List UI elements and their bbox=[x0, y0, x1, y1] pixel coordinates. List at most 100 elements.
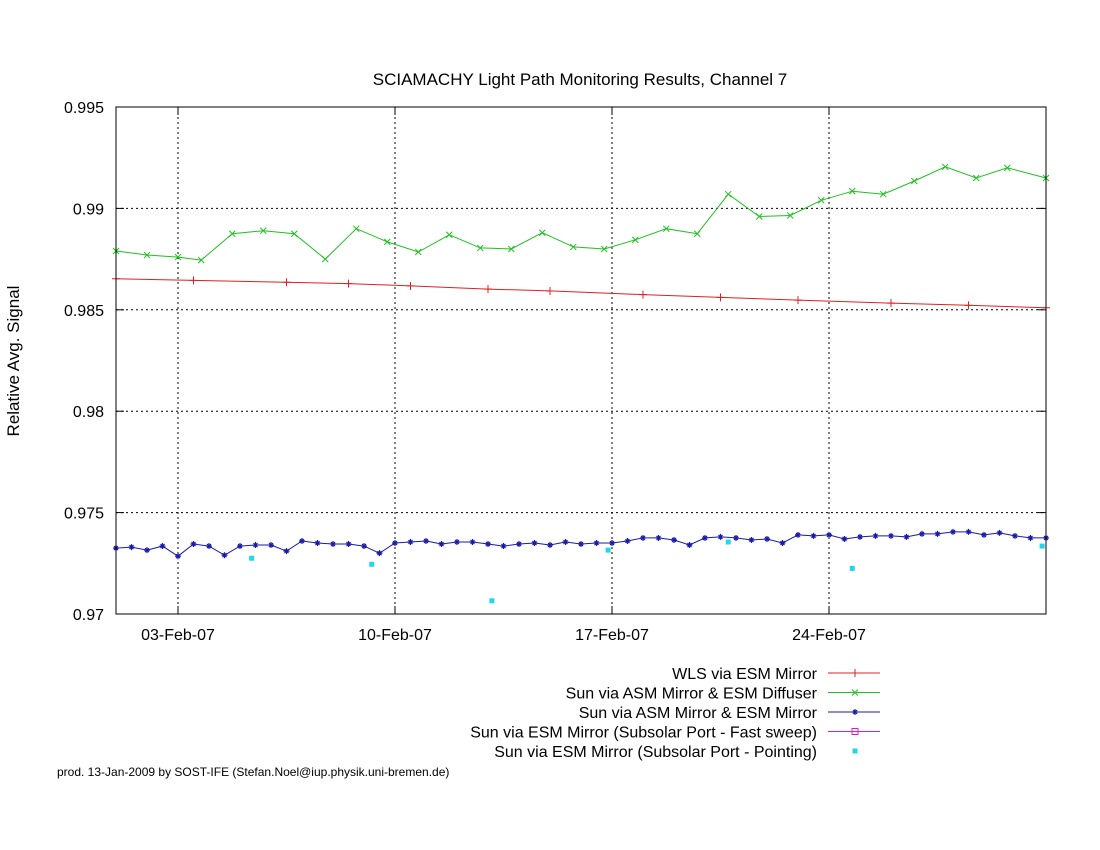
data-point bbox=[321, 255, 329, 263]
data-point bbox=[299, 537, 305, 544]
data-point bbox=[786, 212, 794, 219]
data-point bbox=[996, 529, 1003, 536]
data-point bbox=[857, 533, 863, 540]
data-point bbox=[755, 213, 763, 220]
y-tick-label: 0.995 bbox=[64, 100, 104, 117]
data-point bbox=[376, 550, 383, 557]
data-point bbox=[578, 541, 584, 548]
data-point bbox=[283, 548, 290, 555]
data-point bbox=[879, 190, 887, 198]
data-point bbox=[407, 539, 414, 546]
series-line bbox=[115, 278, 1047, 309]
legend-label: WLS via ESM Mirror bbox=[672, 666, 818, 683]
data-point bbox=[174, 253, 182, 261]
data-point bbox=[282, 278, 291, 287]
data-point bbox=[369, 561, 375, 567]
data-point bbox=[221, 552, 228, 559]
data-point bbox=[903, 533, 910, 540]
data-point bbox=[361, 543, 367, 550]
data-point bbox=[910, 177, 918, 185]
data-point bbox=[516, 541, 522, 548]
y-tick-label: 0.99 bbox=[73, 201, 104, 218]
data-point bbox=[655, 534, 662, 541]
x-tick-label: 24-Feb-07 bbox=[792, 627, 866, 644]
data-point bbox=[717, 533, 724, 540]
data-point bbox=[392, 540, 398, 547]
data-point bbox=[733, 534, 739, 541]
data-point bbox=[175, 553, 181, 560]
data-point bbox=[252, 542, 259, 549]
data-point bbox=[965, 528, 972, 535]
data-point bbox=[794, 296, 802, 305]
legend-entry: Sun via ESM Mirror (Subsolar Port - Fast… bbox=[470, 725, 880, 742]
data-point bbox=[1027, 534, 1034, 541]
data-point bbox=[716, 293, 725, 302]
production-credit: prod. 13-Jan-2009 by SOST-IFE (Stefan.No… bbox=[57, 765, 449, 779]
data-point bbox=[469, 539, 476, 546]
data-point bbox=[414, 248, 422, 256]
data-point bbox=[143, 251, 151, 259]
y-tick-label: 0.98 bbox=[73, 404, 104, 421]
data-point bbox=[484, 285, 492, 294]
data-point bbox=[159, 543, 166, 550]
data-point bbox=[406, 281, 415, 290]
data-point bbox=[383, 238, 391, 246]
data-point bbox=[547, 542, 553, 549]
y-tick-label: 0.985 bbox=[64, 303, 104, 320]
data-point bbox=[197, 256, 205, 264]
data-point bbox=[259, 227, 267, 235]
data-point bbox=[964, 301, 973, 310]
data-point bbox=[887, 299, 895, 308]
series bbox=[112, 274, 1050, 312]
data-point bbox=[872, 532, 879, 539]
data-point bbox=[485, 541, 491, 548]
legend-label: Sun via ASM Mirror & ESM Diffuser bbox=[566, 686, 818, 703]
data-point bbox=[631, 236, 639, 244]
data-point bbox=[507, 245, 515, 253]
data-point bbox=[268, 542, 274, 549]
data-point bbox=[445, 231, 453, 239]
data-point bbox=[919, 530, 925, 537]
data-point bbox=[1003, 164, 1011, 172]
series bbox=[112, 163, 1050, 264]
data-point bbox=[888, 532, 894, 539]
legend-entry: Sun via ASM Mirror & ESM Mirror bbox=[579, 705, 880, 722]
data-point bbox=[605, 547, 611, 553]
data-point bbox=[972, 174, 980, 182]
data-point bbox=[851, 669, 859, 677]
data-point bbox=[841, 535, 848, 542]
data-point bbox=[852, 748, 858, 754]
data-point bbox=[795, 531, 801, 538]
data-point bbox=[128, 544, 135, 551]
data-point bbox=[345, 541, 352, 548]
legend-label: Sun via ESM Mirror (Subsolar Port - Fast… bbox=[470, 725, 817, 742]
data-point bbox=[934, 530, 941, 537]
data-point bbox=[639, 290, 647, 299]
series bbox=[113, 528, 1049, 560]
data-point bbox=[438, 541, 445, 548]
data-point bbox=[849, 565, 855, 571]
data-point bbox=[1039, 543, 1045, 549]
data-point bbox=[330, 541, 336, 548]
plot-frame bbox=[115, 106, 1047, 615]
legend-entry: Sun via ASM Mirror & ESM Diffuser bbox=[566, 686, 880, 703]
series bbox=[249, 539, 1045, 604]
data-point bbox=[748, 536, 755, 543]
data-point bbox=[981, 531, 987, 538]
data-point bbox=[476, 244, 484, 252]
data-point bbox=[764, 535, 770, 542]
x-tick-label: 10-Feb-07 bbox=[358, 627, 432, 644]
data-point bbox=[314, 540, 321, 547]
series-layer bbox=[112, 163, 1050, 604]
data-point bbox=[531, 540, 538, 547]
legend-entry: Sun via ESM Mirror (Subsolar Port - Poin… bbox=[494, 744, 858, 761]
legend-label: Sun via ESM Mirror (Subsolar Port - Poin… bbox=[494, 744, 817, 761]
data-point bbox=[228, 230, 236, 238]
data-point bbox=[569, 243, 577, 251]
y-tick-label: 0.975 bbox=[64, 506, 104, 523]
data-point bbox=[593, 540, 600, 547]
y-tick-label: 0.97 bbox=[73, 607, 104, 624]
data-point bbox=[538, 229, 546, 237]
data-point bbox=[810, 532, 817, 539]
